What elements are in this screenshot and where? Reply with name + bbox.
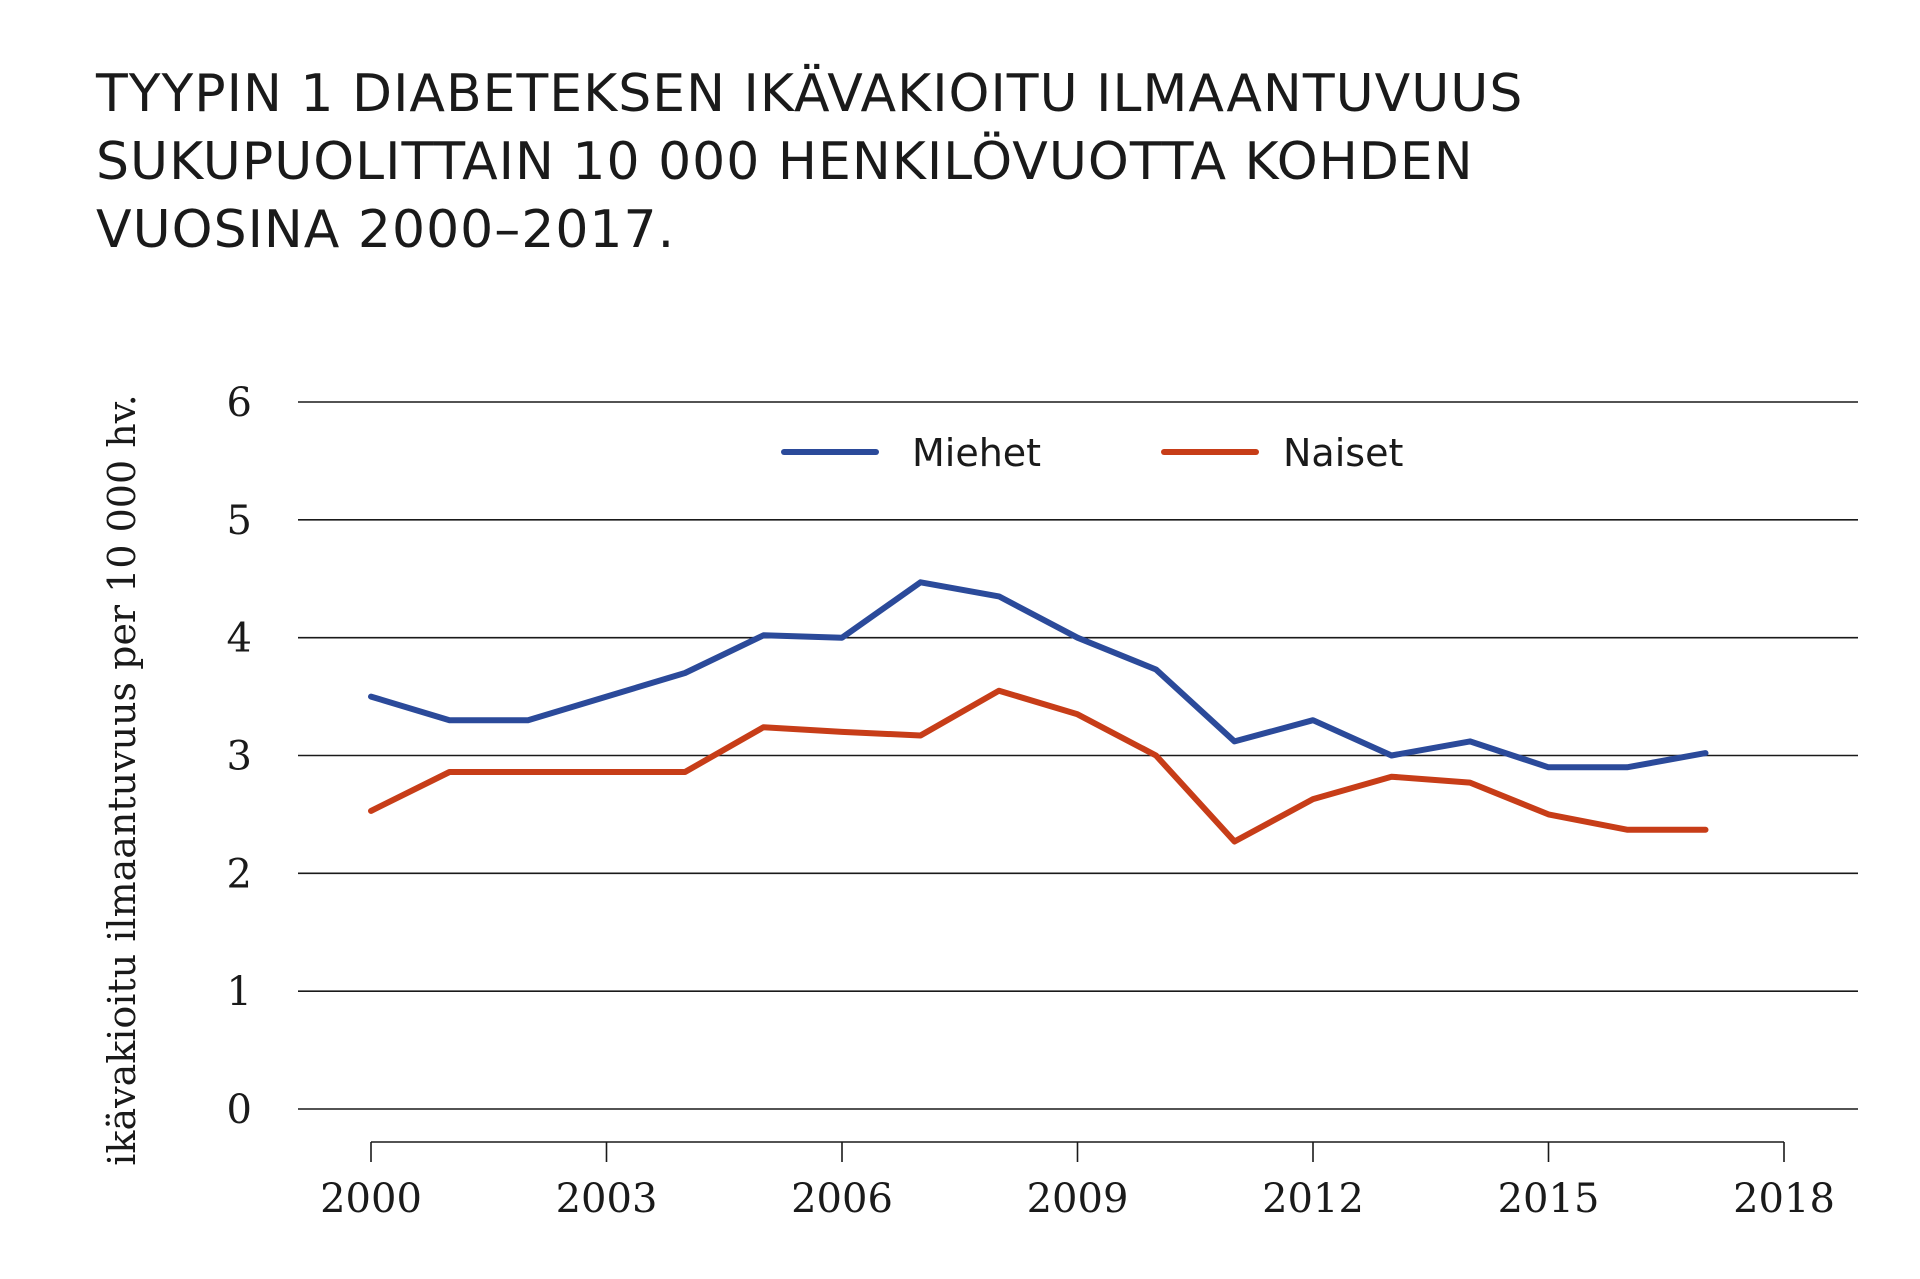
y-tick-label: 6 — [227, 380, 252, 426]
y-tick-labels: 0 1 2 3 4 5 6 — [227, 380, 252, 1133]
legend-label-naiset: Naiset — [1283, 431, 1403, 475]
y-tick-label: 0 — [227, 1087, 252, 1133]
chart-title-line-3: VUOSINA 2000–2017. — [96, 200, 676, 260]
x-tick-label: 2015 — [1498, 1176, 1600, 1222]
x-tick-label: 2006 — [791, 1176, 893, 1222]
x-tick-label: 2000 — [320, 1176, 422, 1222]
y-axis-label: ikävakioitu ilmaantuvuus per 10 000 hv. — [100, 394, 144, 1165]
y-tick-label: 4 — [227, 616, 252, 662]
x-tick-label: 2012 — [1262, 1176, 1364, 1222]
chart-title-line-1: TYYPIN 1 DIABETEKSEN IKÄVAKIOITU ILMAANT… — [96, 64, 1524, 124]
x-tick-labels: 2000 2003 2006 2009 2012 2015 2018 — [320, 1176, 1835, 1222]
series-lines — [368, 579, 1709, 845]
y-tick-label: 1 — [227, 969, 252, 1015]
x-axis — [370, 1141, 1785, 1162]
x-tick-label: 2018 — [1733, 1176, 1835, 1222]
x-tick-label: 2003 — [556, 1176, 658, 1222]
y-tick-label: 3 — [227, 734, 252, 780]
y-tick-label: 5 — [227, 498, 252, 544]
x-tick-label: 2009 — [1027, 1176, 1129, 1222]
chart-title-line-2: SUKUPUOLITTAIN 10 000 HENKILÖVUOTTA KOHD… — [96, 132, 1474, 192]
legend-label-miehet: Miehet — [912, 431, 1041, 475]
series-line-naiset — [368, 687, 1709, 845]
y-gridlines — [298, 401, 1858, 1110]
chart-title: TYYPIN 1 DIABETEKSEN IKÄVAKIOITU ILMAANT… — [96, 60, 1876, 264]
legend: Miehet Naiset — [781, 431, 1403, 475]
y-tick-label: 2 — [227, 851, 252, 897]
series-line-miehet — [368, 579, 1709, 771]
